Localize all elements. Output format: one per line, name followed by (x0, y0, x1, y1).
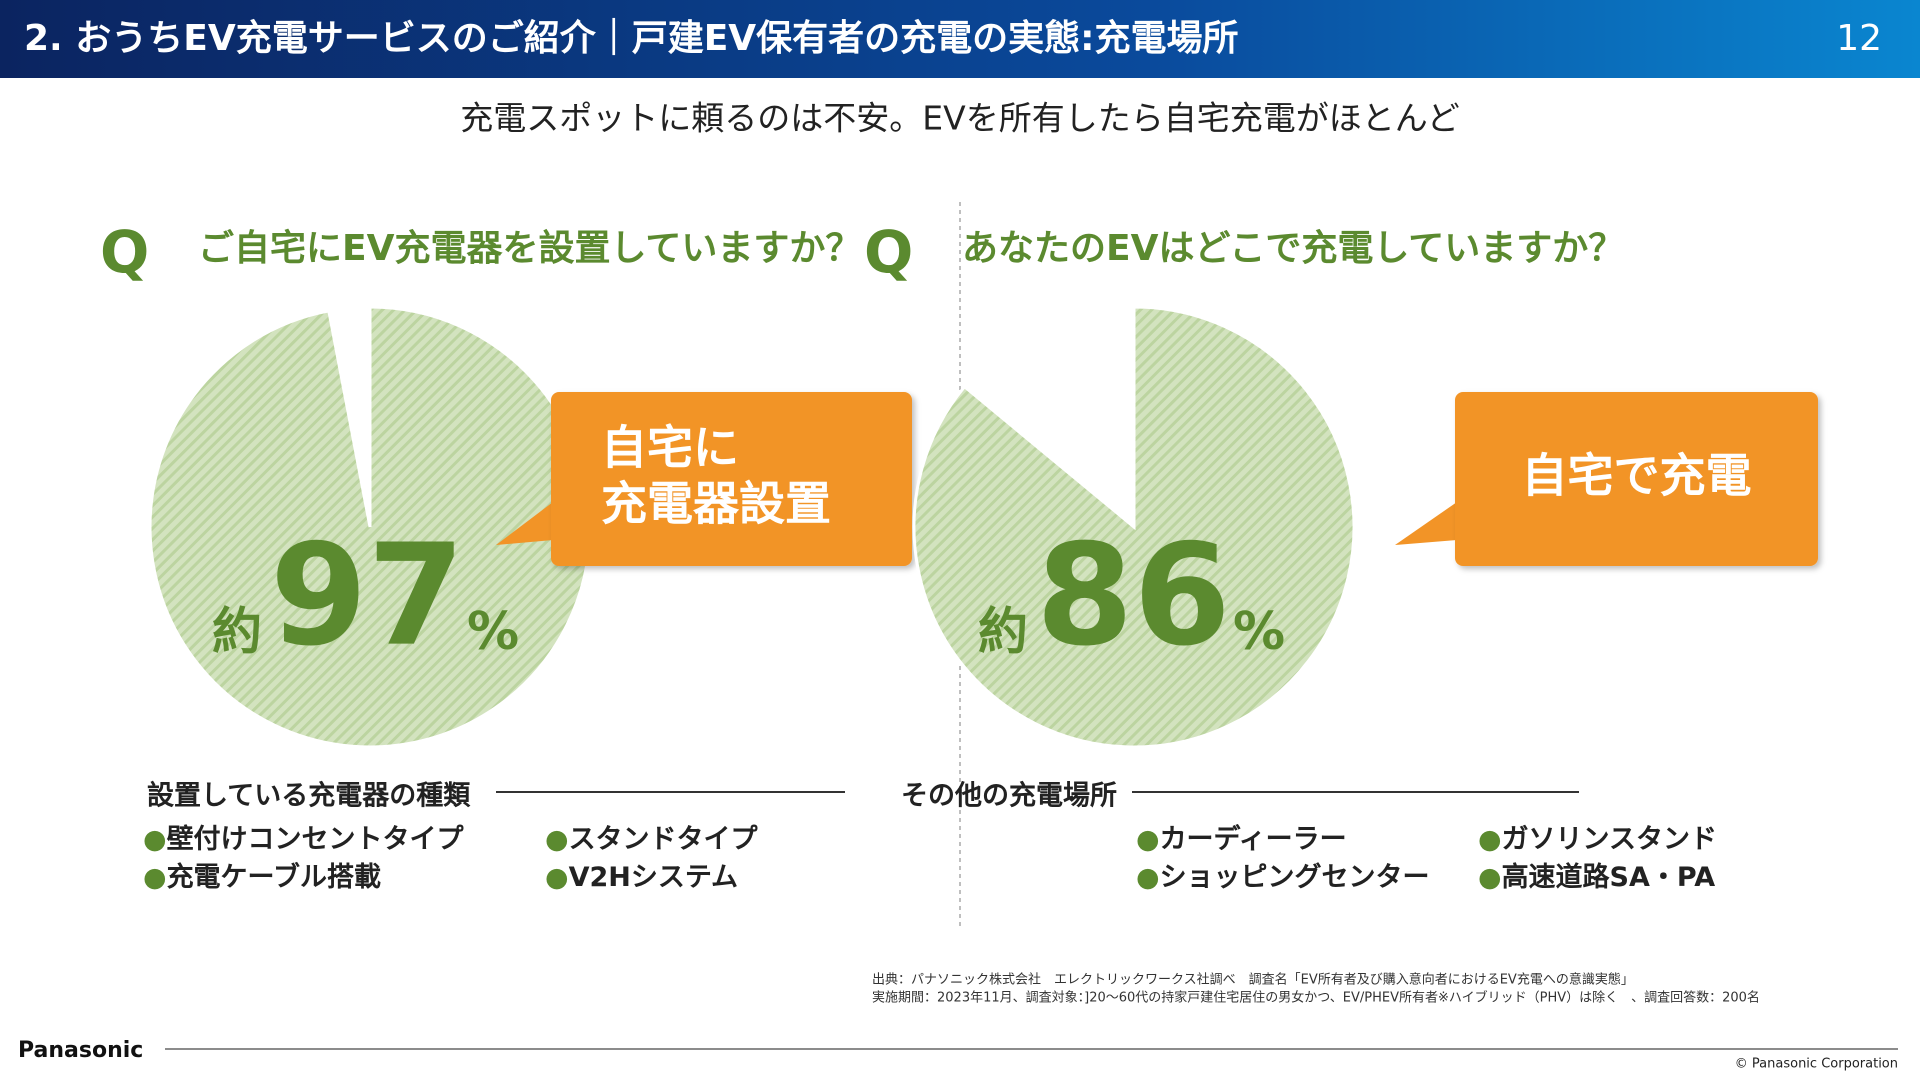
q-mark: Q (864, 218, 913, 286)
page-number: 12 (1836, 18, 1882, 59)
value-number: 97 (270, 515, 465, 678)
value-unit: % (467, 602, 519, 662)
callout-box (1455, 392, 1818, 566)
question: あなたのEVはどこで充電していますか？ (962, 228, 1624, 269)
source-line: 実施期間：2023年11月、調査対象：]20～60代の持家戸建住宅居住の男女かつ… (872, 990, 1760, 1006)
callout-pointer (1395, 502, 1457, 545)
q-mark: Q (100, 218, 149, 286)
pie-slice (912, 305, 1356, 749)
list-item: ●スタンドタイプ (545, 824, 759, 855)
copyright: © Panasonic Corporation (1735, 1057, 1898, 1072)
source-line: 出典：パナソニック株式会社 エレクトリックワークス社調べ 調査名「EV所有者及び… (872, 972, 1634, 988)
list-item: ●高速道路SA・PA (1478, 861, 1715, 893)
header-bar (0, 0, 1920, 78)
list-item: ●壁付けコンセントタイプ (143, 824, 465, 855)
list-title: 設置している充電器の種類 (147, 780, 471, 812)
list-title: その他の充電場所 (901, 780, 1117, 812)
list-item: ●充電ケーブル搭載 (143, 861, 381, 893)
header-title: 2. おうちEV充電サービスのご紹介｜戸建EV保有者の充電の実態:充電場所 (24, 17, 1239, 59)
callout-text: 充電器設置 (601, 477, 831, 531)
value-prefix: 約 (978, 603, 1028, 661)
list-item: ●ショッピングセンター (1136, 861, 1430, 893)
callout-text: 自宅で充電 (1522, 449, 1752, 503)
list-item: ●V2Hシステム (545, 862, 738, 893)
logo: Panasonic (18, 1038, 143, 1063)
callout-box (551, 392, 912, 566)
subtitle: 充電スポットに頼るのは不安。EVを所有したら自宅充電がほとんど (460, 99, 1459, 138)
value-unit: % (1233, 602, 1285, 662)
callout-pointer (496, 502, 553, 545)
value-number: 86 (1036, 515, 1231, 678)
pie-slice (148, 305, 592, 749)
list-item: ●カーディーラー (1136, 823, 1347, 855)
callout-text: 自宅に (601, 421, 739, 475)
question: ご自宅にEV充電器を設置していますか？ (198, 227, 861, 269)
list-item: ●ガソリンスタンド (1478, 824, 1717, 855)
value-prefix: 約 (212, 603, 262, 661)
